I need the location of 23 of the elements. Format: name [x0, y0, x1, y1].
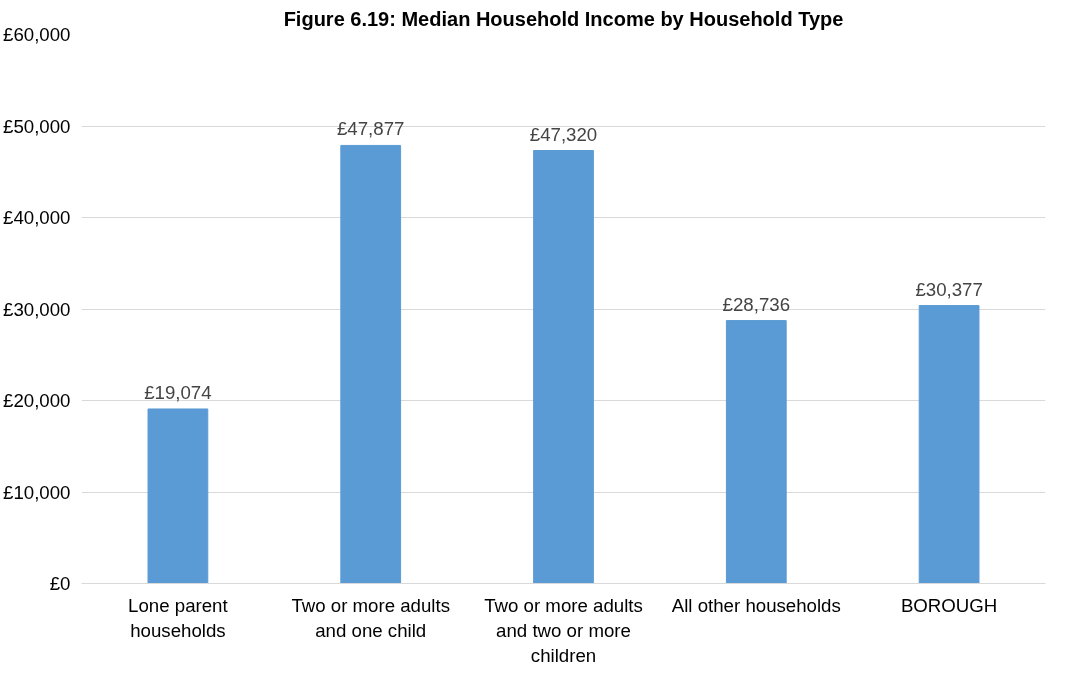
- data-label: £47,877: [336, 118, 405, 140]
- bar: [147, 408, 209, 584]
- x-tick-label: Lone parent households: [128, 594, 229, 641]
- bar: [918, 305, 980, 584]
- y-tick-label: £0: [49, 573, 71, 594]
- y-tick-label: £30,000: [3, 298, 71, 320]
- x-tick-label: BOROUGH: [900, 594, 998, 616]
- y-tick-label: £50,000: [3, 115, 71, 137]
- chart-title: Figure 6.19: Median Household Income by Household Type: [283, 7, 844, 30]
- y-tick-label: £10,000: [3, 481, 71, 503]
- x-tick-label: Two or more adults and two or more children: [484, 594, 643, 666]
- data-label: £28,736: [722, 293, 791, 315]
- bar: [533, 150, 594, 584]
- data-label: £19,074: [144, 381, 212, 403]
- y-tick-label: £20,000: [3, 390, 71, 411]
- x-tick-label: Two or more adults and one child: [291, 594, 451, 641]
- y-tick-label: £60,000: [3, 24, 71, 45]
- data-label: £47,320: [529, 123, 598, 145]
- bar: [340, 144, 402, 584]
- bar: [725, 320, 787, 584]
- data-label: £30,377: [915, 278, 983, 300]
- y-tick-label: £40,000: [3, 207, 71, 228]
- x-tick-label: All other households: [671, 594, 841, 616]
